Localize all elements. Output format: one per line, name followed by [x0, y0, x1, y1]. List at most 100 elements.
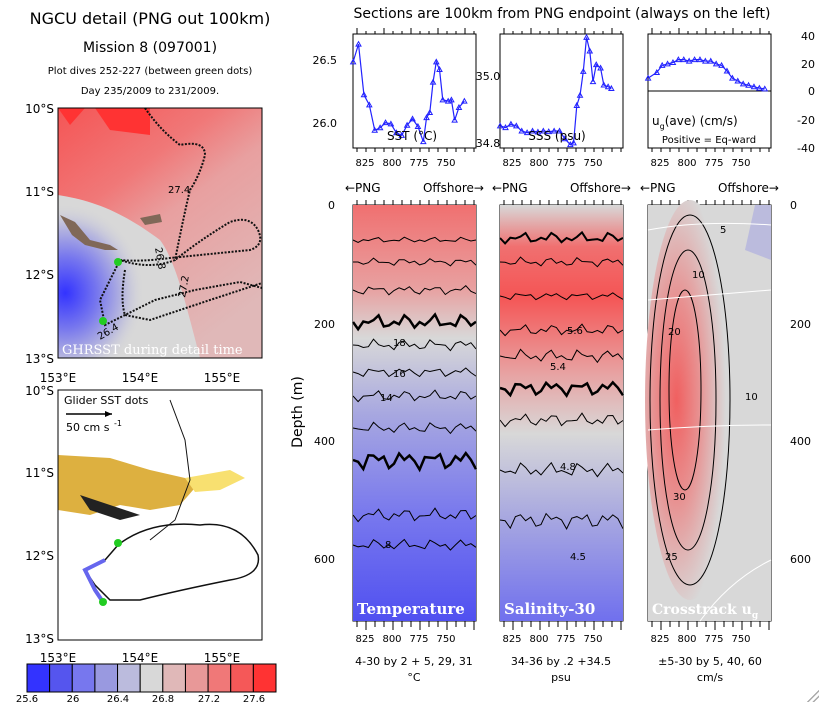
scale-label: 50 cm s: [66, 421, 110, 434]
lon-label: 155°E: [204, 651, 241, 665]
temp-unit: °C: [407, 671, 421, 684]
colorbar-swatch: [94, 663, 119, 693]
resize-grip[interactable]: [807, 690, 819, 702]
data-point: [592, 61, 600, 68]
data-point: [718, 61, 725, 68]
depth-tick: 0: [328, 199, 335, 212]
land-island: [140, 214, 162, 225]
data-point: [512, 122, 520, 129]
data-point: [419, 138, 427, 145]
data-point: [355, 40, 362, 47]
data-point: [707, 57, 715, 64]
data-point: [529, 127, 536, 134]
section-x-tick-label: 825: [502, 634, 521, 645]
x-tick-label: 800: [382, 158, 401, 169]
x-tick-label: 800: [529, 158, 548, 169]
data-point: [376, 124, 384, 131]
ug-contour-label: 5: [720, 225, 726, 236]
section-x-tick-label: 750: [436, 634, 455, 645]
profile-panel-0: [349, 28, 477, 152]
data-point: [556, 127, 563, 134]
contour-line: [499, 348, 624, 364]
ug-contour-label: 10: [692, 270, 705, 281]
data-point: [586, 47, 594, 54]
data-point: [696, 56, 704, 63]
data-point: [539, 127, 547, 134]
data-point: [756, 84, 763, 91]
sal-contour-note: 34-36 by .2 +34.5: [511, 655, 611, 668]
colorbar-swatch: [162, 663, 186, 693]
contour-line: [352, 421, 477, 435]
salinity-section-field: [500, 205, 623, 621]
section-x-tick-label: 750: [731, 634, 750, 645]
ug-label: ug(ave) (cm/s): [652, 114, 738, 131]
contour-line: [352, 367, 477, 378]
sss-y-tick: 35.0: [476, 70, 501, 83]
contour-line: [352, 236, 477, 244]
lon-label: 155°E: [204, 371, 241, 385]
map1-caption: GHRSST during detail time: [62, 343, 243, 358]
depth-sections: [351, 200, 772, 622]
data-point: [729, 74, 736, 81]
contour-line: [499, 256, 624, 268]
depth-tick: 200: [790, 318, 811, 331]
track-segment-cold: [82, 558, 106, 604]
contour-line: [659, 249, 717, 551]
data-point: [680, 56, 688, 63]
sal-contour-label: 4.8: [560, 462, 576, 473]
data-point: [579, 67, 587, 74]
sal-contour-label: 5.4: [550, 362, 566, 373]
data-point: [507, 120, 515, 127]
temp-contour-label: 18: [393, 338, 406, 349]
profile-panel-2: [644, 28, 772, 152]
temp-contour-label: 8: [385, 540, 391, 551]
data-point: [432, 58, 440, 65]
sal-contour-label: 5.6: [567, 326, 583, 337]
lat-label: 10°S: [25, 384, 54, 398]
colorbar-swatch: [184, 663, 209, 693]
lat-label: 11°S: [25, 185, 54, 199]
data-point: [583, 33, 590, 40]
contour-line: [499, 512, 624, 530]
colorbar-label: 25.6: [16, 694, 38, 704]
crosstrack-caption: Crosstrack ug: [652, 602, 759, 621]
contour-line: [649, 214, 731, 586]
data-point: [675, 56, 682, 63]
section-contours: [351, 214, 772, 622]
section-x-tick-label: 825: [650, 634, 669, 645]
profile-line: [352, 43, 465, 142]
data-point: [739, 80, 747, 87]
data-point: [523, 129, 531, 136]
contour-line: [353, 257, 477, 267]
glider-sst-map: Glider SST dots 50 cm s -1: [57, 389, 263, 641]
data-point: [734, 77, 742, 84]
x-tick-label: 825: [650, 158, 669, 169]
contour-line: [352, 450, 478, 473]
data-point: [691, 56, 698, 63]
ug-unit: cm/s: [697, 671, 723, 684]
data-point: [518, 127, 526, 134]
ug-label-rest: (ave) (cm/s): [665, 114, 738, 128]
contour-line: [352, 538, 477, 551]
lon-label: 154°E: [122, 651, 159, 665]
lat-label: 13°S: [25, 632, 54, 646]
glider-track: [98, 107, 263, 327]
depth-tick: 600: [314, 553, 335, 566]
temperature-caption: Temperature: [357, 600, 465, 618]
sss-label: SSS (psu): [528, 129, 586, 143]
map1-cold-core: [58, 195, 203, 358]
crosstrack-caption-main: Crosstrack u: [652, 602, 752, 618]
data-point: [426, 109, 434, 116]
ug-contour-note: ±5-30 by 5, 40, 60: [658, 655, 762, 668]
direction-offshore: Offshore→: [423, 181, 484, 195]
colorbar-label: 26.8: [152, 694, 174, 704]
section-x-tick-label: 775: [704, 634, 723, 645]
colorbar-swatch: [207, 663, 232, 693]
ug-y-tick: -40: [797, 142, 815, 155]
profile-line: [647, 59, 765, 90]
data-point: [387, 120, 395, 127]
data-point: [461, 97, 468, 104]
data-point: [750, 83, 758, 90]
data-point: [349, 58, 357, 65]
